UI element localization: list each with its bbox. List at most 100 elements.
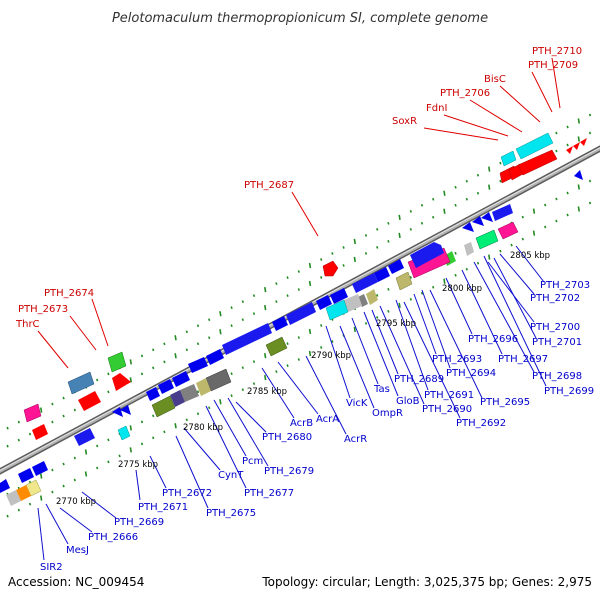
gene-label-reverse[interactable]: MesJ	[66, 545, 89, 556]
gene-reverse[interactable]	[222, 323, 272, 355]
gene-label-reverse[interactable]: Tas	[373, 384, 390, 395]
gene-label-reverse[interactable]: PTH_2693	[432, 354, 482, 365]
gene-reverse[interactable]	[464, 242, 474, 256]
gene-label-reverse[interactable]: PTH_2675	[206, 508, 256, 519]
gene-reverse[interactable]	[574, 170, 583, 180]
gene-forward[interactable]	[322, 260, 339, 277]
gene-reverse[interactable]	[0, 479, 10, 493]
gene-label-reverse[interactable]: PTH_2672	[162, 488, 212, 499]
gene-reverse[interactable]	[395, 271, 413, 291]
gene-reverse[interactable]	[358, 294, 368, 307]
gene-label-forward[interactable]: PTH_2687	[244, 180, 294, 191]
gene-label-reverse[interactable]: AcrR	[344, 434, 367, 445]
gene-label-reverse[interactable]: PTH_2690	[422, 404, 472, 415]
gene-reverse[interactable]	[344, 294, 362, 312]
gene-label-forward[interactable]: SoxR	[392, 116, 417, 127]
gene-reverse[interactable]	[6, 490, 21, 506]
gene-label-reverse[interactable]: GloB	[396, 396, 420, 407]
gene-reverse[interactable]	[475, 229, 499, 250]
gene-label-forward[interactable]: FdnI	[426, 103, 447, 114]
gene-forward[interactable]	[78, 391, 101, 411]
gene-reverse[interactable]	[205, 368, 232, 392]
gene-label-reverse[interactable]: PTH_2694	[446, 368, 496, 379]
gene-reverse[interactable]	[265, 336, 288, 357]
gene-reverse[interactable]	[74, 428, 95, 446]
gene-reverse[interactable]	[158, 379, 174, 394]
gene-reverse[interactable]	[117, 425, 131, 441]
gene-reverse[interactable]	[188, 357, 208, 373]
gene-reverse[interactable]	[120, 405, 131, 415]
gene-reverse[interactable]	[492, 204, 513, 221]
gene-label-reverse[interactable]: PTH_2696	[468, 334, 518, 345]
gene-reverse[interactable]	[172, 371, 190, 387]
gene-forward[interactable]	[515, 132, 554, 160]
gene-reverse[interactable]	[146, 387, 160, 401]
gene-reverse[interactable]	[18, 468, 34, 483]
gene-label-reverse[interactable]: Pcm	[242, 456, 263, 467]
gene-label-reverse[interactable]: PTH_2703	[540, 280, 590, 291]
gene-label-reverse[interactable]: PTH_2677	[244, 488, 294, 499]
gene-label-reverse[interactable]: PTH_2698	[532, 371, 582, 382]
gene-reverse[interactable]	[196, 378, 211, 396]
gene-label-reverse[interactable]: PTH_2691	[424, 390, 474, 401]
gene-label-reverse[interactable]: SIR2	[40, 562, 63, 573]
tick-mark	[443, 190, 446, 196]
gene-reverse[interactable]	[316, 295, 332, 310]
gene-label-reverse[interactable]: PTH_2692	[456, 418, 506, 429]
gene-label-reverse[interactable]: PTH_2680	[262, 432, 312, 443]
gene-reverse[interactable]	[170, 390, 185, 407]
gene-reverse[interactable]	[330, 288, 348, 304]
gene-reverse[interactable]	[112, 407, 123, 417]
gene-label-reverse[interactable]: PTH_2702	[530, 293, 580, 304]
gene-label-reverse[interactable]: CynT	[218, 470, 244, 481]
gene-reverse[interactable]	[472, 216, 484, 226]
gene-reverse[interactable]	[206, 349, 224, 365]
gene-forward[interactable]	[573, 142, 580, 150]
gene-reverse[interactable]	[180, 384, 199, 402]
gene-forward[interactable]	[67, 371, 95, 395]
gene-forward[interactable]	[107, 351, 127, 373]
gene-reverse[interactable]	[32, 461, 48, 476]
gene-reverse[interactable]	[481, 212, 493, 222]
gene-label-reverse[interactable]: VicK	[346, 398, 368, 409]
gene-label-reverse[interactable]: PTH_2689	[394, 374, 444, 385]
gene-reverse[interactable]	[374, 267, 390, 282]
gene-forward[interactable]	[580, 138, 587, 146]
gene-label-forward[interactable]: BisC	[484, 74, 506, 85]
gene-reverse[interactable]	[462, 222, 474, 232]
gene-reverse[interactable]	[352, 273, 378, 293]
gene-forward[interactable]	[566, 146, 573, 154]
gene-label-reverse[interactable]: AcrA	[316, 414, 339, 425]
gene-label-reverse[interactable]: PTH_2666	[88, 532, 138, 543]
gene-reverse[interactable]	[286, 302, 316, 325]
gene-reverse[interactable]	[16, 485, 31, 501]
gene-forward[interactable]	[23, 403, 42, 423]
gene-reverse[interactable]	[325, 299, 349, 321]
gene-reverse[interactable]	[151, 395, 176, 418]
gene-forward[interactable]	[32, 424, 48, 440]
gene-label-reverse[interactable]: PTH_2679	[264, 466, 314, 477]
gene-label-reverse[interactable]: PTH_2671	[138, 502, 188, 513]
gene-label-forward[interactable]: PTH_2710	[532, 46, 582, 57]
gene-forward[interactable]	[112, 373, 131, 391]
gene-label-reverse[interactable]: PTH_2699	[544, 386, 594, 397]
gene-label-forward[interactable]: PTH_2706	[440, 88, 490, 99]
gene-label-forward[interactable]: PTH_2674	[44, 288, 94, 299]
gene-label-reverse[interactable]: PTH_2700	[530, 322, 580, 333]
gene-label-reverse[interactable]: OmpR	[372, 408, 403, 419]
gene-reverse[interactable]	[272, 316, 288, 331]
gene-label-forward[interactable]: ThrC	[15, 319, 40, 330]
gene-label-reverse[interactable]: PTH_2701	[532, 337, 582, 348]
gene-label-reverse[interactable]: AcrB	[290, 418, 313, 429]
gene-label-forward[interactable]: PTH_2673	[18, 304, 68, 315]
gene-forward[interactable]	[517, 149, 558, 176]
gene-label-reverse[interactable]: PTH_2695	[480, 397, 530, 408]
gene-reverse[interactable]	[388, 259, 404, 274]
gene-reverse[interactable]	[410, 242, 444, 268]
gene-label-reverse[interactable]: PTH_2697	[498, 354, 548, 365]
gene-reverse[interactable]	[497, 221, 519, 240]
gene-forward[interactable]	[500, 150, 517, 167]
gene-reverse[interactable]	[366, 289, 378, 305]
gene-label-reverse[interactable]: PTH_2669	[114, 517, 164, 528]
gene-label-forward[interactable]: PTH_2709	[528, 60, 578, 71]
